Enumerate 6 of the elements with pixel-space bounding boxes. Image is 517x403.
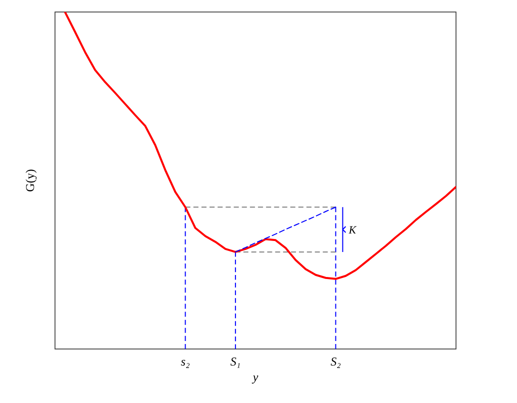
y-axis-title: G(y) [23, 169, 37, 192]
x-axis-title: y [252, 370, 259, 384]
x-tick-label: S₂ [330, 354, 341, 369]
x-tick-label: s₂ [180, 354, 190, 369]
x-tick-label: S₁ [230, 354, 241, 369]
annotation: K [348, 224, 357, 237]
